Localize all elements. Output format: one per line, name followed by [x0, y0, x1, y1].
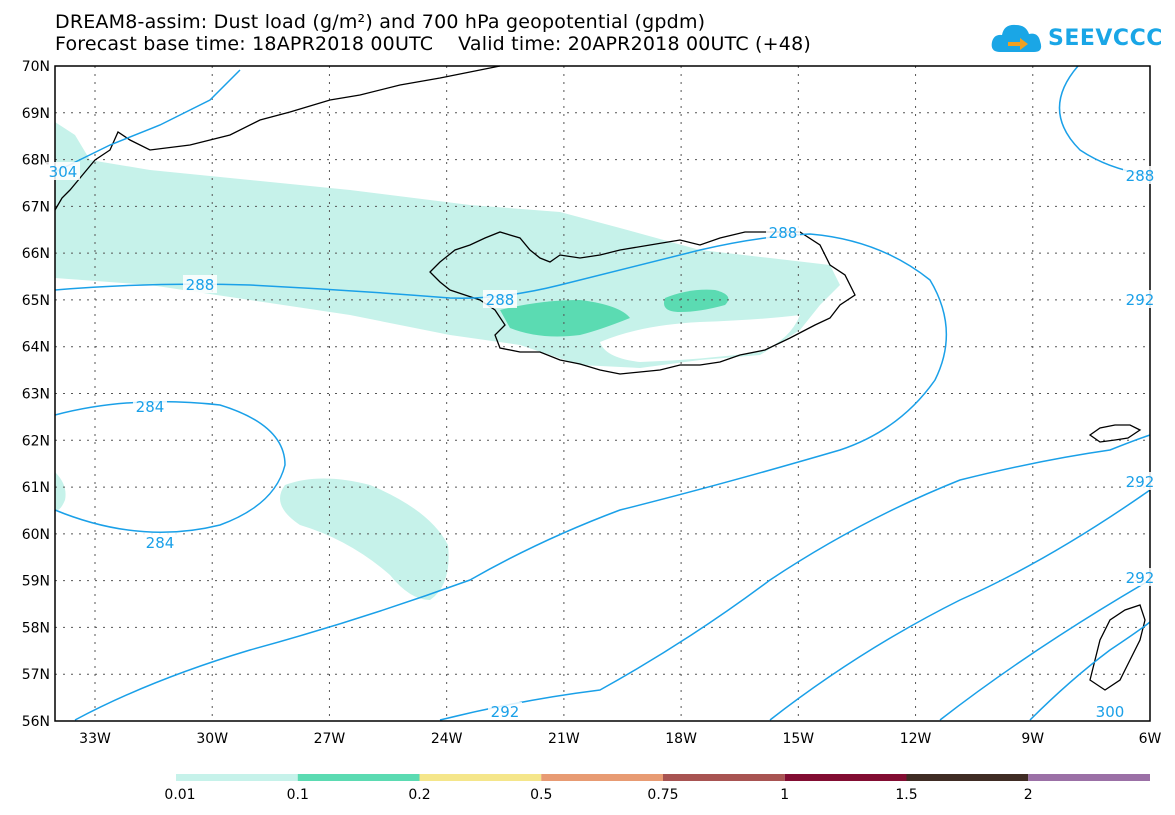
contour-304 [939, 579, 1151, 721]
contour-292-northwest [54, 69, 241, 173]
legend-swatch [541, 774, 663, 781]
lat-tick-label: 65N [22, 293, 50, 309]
dust-clear-patch [600, 315, 800, 362]
latitude-labels: 70N 69N 68N 67N 66N 65N 64N 63N 62N 61N 60N 59N 58N 5… [22, 59, 50, 730]
lat-tick-label: 56N [22, 714, 50, 730]
lon-tick-label: 33W [79, 731, 111, 747]
scotland-coast [1089, 604, 1146, 691]
lon-tick-label: 21W [548, 731, 580, 747]
iceland-coast [429, 231, 856, 375]
seevccc-logo: SEEVCCC [990, 20, 1162, 60]
legend-label: 1.5 [895, 787, 917, 803]
dust-region-west-edge [55, 472, 66, 511]
legend-label: 1 [780, 787, 789, 803]
contour-label-bg [483, 290, 517, 308]
contour-east [1029, 621, 1151, 721]
lat-tick-label: 67N [22, 199, 50, 215]
lat-tick-label: 64N [22, 340, 50, 356]
dust-load-shading [55, 122, 840, 600]
dust-region-medium-1 [500, 300, 630, 337]
dust-region-southwest [280, 478, 449, 600]
lat-tick-label: 69N [22, 106, 50, 122]
contour-label: 304 [49, 163, 78, 181]
lat-tick-label: 61N [22, 480, 50, 496]
legend-label: 0.2 [408, 787, 430, 803]
legend-swatch [419, 774, 542, 781]
lat-tick-label: 68N [22, 153, 50, 169]
lat-tick-label: 70N [22, 59, 50, 75]
logo-text: SEEVCCC [1048, 26, 1163, 51]
lon-tick-label: 9W [1021, 731, 1044, 747]
contour-label: 292 [1126, 291, 1155, 309]
contour-label-bg [1093, 702, 1127, 720]
legend-label: 0.1 [287, 787, 309, 803]
contour-label-bg [1123, 166, 1157, 184]
contour-label: 284 [136, 398, 165, 416]
contour-label: 292 [491, 703, 520, 721]
contour-label: 300 [1096, 703, 1125, 721]
faroe-coast [1088, 424, 1142, 443]
lat-tick-label: 59N [22, 574, 50, 590]
geopotential-contours [54, 65, 1151, 721]
lat-tick-label: 60N [22, 527, 50, 543]
dust-region-main [55, 122, 840, 368]
contour-288 [54, 233, 948, 721]
contour-value-labels: 288 288 288 284 284 292 292 292 300 304 288 292 [46, 162, 1157, 721]
map-subtitle: Forecast base time: 18APR2018 00UTC Vali… [55, 33, 811, 55]
legend-swatch [906, 774, 1029, 781]
map-frame [54, 65, 1151, 722]
lon-tick-label: 27W [314, 731, 346, 747]
contour-label-bg [133, 397, 167, 415]
contour-label-bg [766, 223, 800, 241]
legend-label: 0.01 [164, 787, 195, 803]
contour-label-bg [1123, 568, 1157, 586]
contour-label-bg [488, 702, 522, 720]
contour-label: 288 [186, 276, 215, 294]
graticule [55, 66, 1150, 721]
contour-northeast [1058, 65, 1151, 176]
legend-swatch [1028, 774, 1150, 781]
contour-292 [439, 434, 1151, 721]
contour-label: 288 [1126, 167, 1155, 185]
legend-label: 0.75 [647, 787, 678, 803]
lon-tick-label: 6W [1139, 731, 1162, 747]
legend-label: 0.5 [530, 787, 552, 803]
lat-tick-label: 57N [22, 667, 50, 683]
color-legend: 0.01 0.1 0.2 0.5 0.75 1 1.5 2 [164, 774, 1150, 803]
contour-label-bg [143, 533, 177, 551]
contour-label: 292 [1126, 473, 1155, 491]
lon-tick-label: 24W [431, 731, 463, 747]
contour-label: 288 [769, 224, 798, 242]
contour-300 [769, 489, 1151, 721]
map-title: DREAM8-assim: Dust load (g/m²) and 700 h… [55, 11, 706, 33]
lat-tick-label: 58N [22, 620, 50, 636]
cloud-logo-icon [991, 24, 1042, 52]
contour-284 [54, 400, 286, 534]
contour-label-bg [183, 275, 217, 293]
lat-tick-label: 66N [22, 246, 50, 262]
contour-label: 292 [1126, 569, 1155, 587]
legend-swatch [297, 774, 420, 781]
lat-tick-label: 62N [22, 433, 50, 449]
longitude-labels: 33W 30W 27W 24W 21W 18W 15W 12W 9W 6W [79, 731, 1161, 747]
contour-label-bg [1123, 290, 1157, 308]
legend-swatch [784, 774, 907, 781]
contour-label: 284 [146, 534, 175, 552]
lon-tick-label: 12W [900, 731, 932, 747]
contour-label: 288 [486, 291, 515, 309]
dust-region-medium-2 [664, 289, 729, 312]
contour-label-bg [46, 162, 80, 180]
lon-tick-label: 30W [196, 731, 228, 747]
legend-swatch [176, 774, 298, 781]
lon-tick-label: 15W [782, 731, 814, 747]
legend-label: 2 [1024, 787, 1033, 803]
lon-tick-label: 18W [665, 731, 697, 747]
contour-label-bg [1123, 472, 1157, 490]
lat-tick-label: 63N [22, 387, 50, 403]
legend-swatch [663, 774, 785, 781]
